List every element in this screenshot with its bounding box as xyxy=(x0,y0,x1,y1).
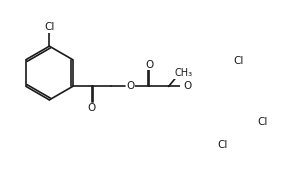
Text: Cl: Cl xyxy=(257,117,267,127)
Text: Cl: Cl xyxy=(234,56,244,66)
Text: O: O xyxy=(126,81,134,92)
Text: O: O xyxy=(88,103,96,113)
Text: CH₃: CH₃ xyxy=(175,68,193,78)
Text: Cl: Cl xyxy=(217,140,227,150)
Text: O: O xyxy=(184,81,192,92)
Text: Cl: Cl xyxy=(44,22,55,32)
Text: O: O xyxy=(145,60,154,70)
